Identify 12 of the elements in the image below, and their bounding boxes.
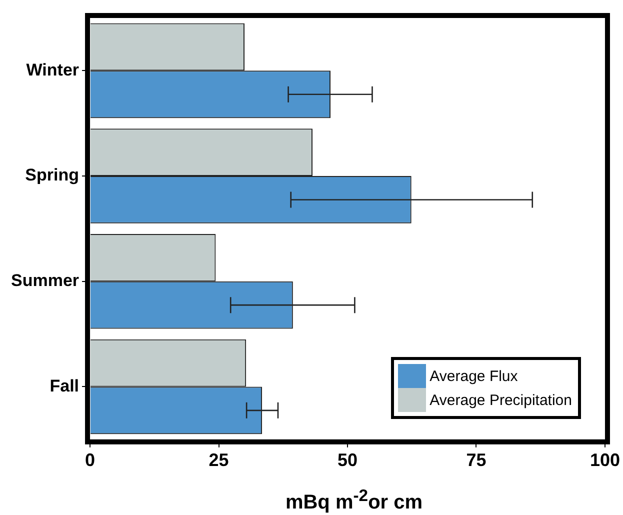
y-tick-label: Summer xyxy=(10,271,80,290)
x-tick-label: 0 xyxy=(85,450,96,470)
x-axis-title: mBq m$^{-2}$or cm xyxy=(284,486,424,515)
y-tick-label: Fall xyxy=(50,376,80,396)
x-tick-label: 75 xyxy=(466,450,486,470)
x-tick-label: 100 xyxy=(590,450,620,470)
y-tick-label: Spring xyxy=(25,166,80,185)
y-tick-label: Winter xyxy=(26,60,80,80)
legend-label: Average Flux xyxy=(430,368,518,385)
legend-label: Average Precipitation xyxy=(430,392,572,409)
x-tick-label: 25 xyxy=(208,450,229,470)
x-tick-label: 50 xyxy=(337,450,358,470)
